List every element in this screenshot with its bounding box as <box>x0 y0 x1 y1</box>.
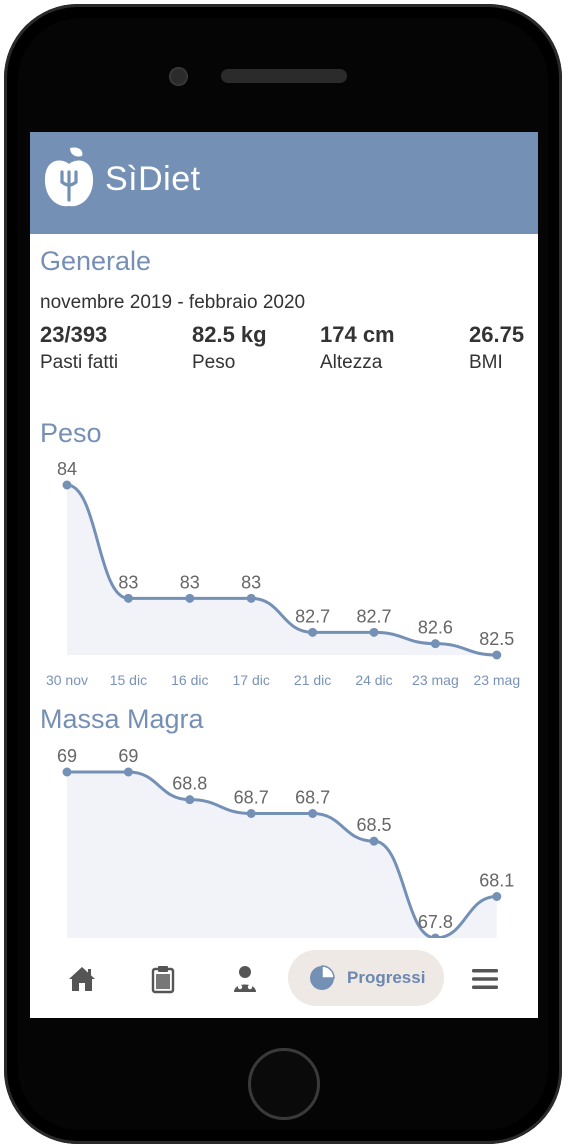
generale-title: Generale <box>40 246 152 276</box>
app-screen: SìDiet Generale novembre 2019 - febbraio… <box>30 132 538 1018</box>
bottom-navigation: Progressi <box>30 938 538 1018</box>
massa-magra-area <box>67 772 497 938</box>
peso-point[interactable] <box>369 627 379 637</box>
progressi-label: Progressi <box>347 968 426 987</box>
peso-point[interactable] <box>492 650 502 660</box>
peso-area <box>67 485 497 655</box>
bmi-value: 26.75 <box>469 322 525 347</box>
massa-magra-title: Massa Magra <box>40 704 204 734</box>
earpiece-speaker <box>221 69 347 83</box>
peso-x-tick-label: 21 dic <box>294 672 331 688</box>
peso-x-tick-label: 23 mag <box>412 672 459 688</box>
weight-label: Peso <box>192 352 236 373</box>
massa-magra-point[interactable] <box>430 933 440 939</box>
peso-x-tick-label: 16 dic <box>171 672 208 688</box>
peso-value-label: 82.7 <box>295 606 330 626</box>
period-range: novembre 2019 - febbraio 2020 <box>40 292 306 313</box>
weight-chart: 84 83 83 83 82.7 82.7 82.6 82.5 30 nov 15 dic 16 d… <box>46 459 520 688</box>
lean-mass-chart: 69 69 68.8 68.7 68.7 68.5 67.8 68.1 <box>57 746 514 939</box>
peso-point[interactable] <box>308 627 318 637</box>
menu-icon[interactable] <box>470 964 500 994</box>
peso-x-tick-label: 15 dic <box>110 672 147 688</box>
massa-magra-value-label: 68.7 <box>234 788 269 808</box>
pie-chart-icon <box>310 965 335 990</box>
massa-magra-value-label: 67.8 <box>418 912 453 932</box>
peso-x-tick-label: 24 dic <box>355 672 392 688</box>
progressi-tab[interactable]: Progressi <box>288 950 444 1006</box>
home-button[interactable] <box>248 1048 320 1120</box>
peso-x-tick-label: 17 dic <box>233 672 270 688</box>
massa-magra-point[interactable] <box>369 836 379 846</box>
peso-point[interactable] <box>123 593 133 603</box>
peso-value-label: 83 <box>118 572 138 592</box>
massa-magra-point[interactable] <box>62 767 72 777</box>
peso-value-label: 84 <box>57 459 77 479</box>
peso-title: Peso <box>40 418 102 448</box>
height-value: 174 cm <box>320 322 395 347</box>
massa-magra-value-label: 68.1 <box>479 871 514 891</box>
massa-magra-value-label: 68.7 <box>295 788 330 808</box>
peso-point[interactable] <box>185 593 195 603</box>
app-brand: SìDiet <box>105 160 201 198</box>
peso-point[interactable] <box>246 593 256 603</box>
peso-value-label: 83 <box>180 572 200 592</box>
massa-magra-point[interactable] <box>246 809 256 818</box>
massa-magra-point[interactable] <box>185 795 195 805</box>
peso-value-label: 82.7 <box>356 606 391 626</box>
clipboard-icon[interactable] <box>148 964 178 994</box>
massa-magra-point[interactable] <box>123 767 133 777</box>
weight-value: 82.5 kg <box>192 322 267 347</box>
massa-magra-value-label: 68.5 <box>356 815 391 835</box>
massa-magra-point[interactable] <box>308 809 318 818</box>
peso-value-label: 82.6 <box>418 618 453 638</box>
massa-magra-point[interactable] <box>492 892 502 901</box>
peso-point[interactable] <box>430 639 440 649</box>
apple-fork-logo-icon <box>44 147 94 207</box>
doctor-icon[interactable] <box>230 964 260 994</box>
front-camera <box>169 67 188 86</box>
meals-done-value: 23/393 <box>40 322 108 347</box>
peso-x-tick-label: 30 nov <box>46 672 88 688</box>
meals-done-label: Pasti fatti <box>40 352 119 373</box>
massa-magra-value-label: 68.8 <box>172 774 207 794</box>
massa-magra-value-label: 69 <box>57 746 77 766</box>
app-header: SìDiet <box>30 132 538 234</box>
peso-line <box>66 483 497 657</box>
home-icon[interactable] <box>67 964 97 994</box>
height-label: Altezza <box>320 352 383 373</box>
bmi-label: BMI <box>469 352 503 373</box>
peso-x-tick-label: 23 mag <box>473 672 520 688</box>
peso-point[interactable] <box>62 480 72 490</box>
massa-magra-value-label: 69 <box>118 746 138 766</box>
peso-value-label: 83 <box>241 572 261 592</box>
peso-value-label: 82.5 <box>479 629 514 649</box>
